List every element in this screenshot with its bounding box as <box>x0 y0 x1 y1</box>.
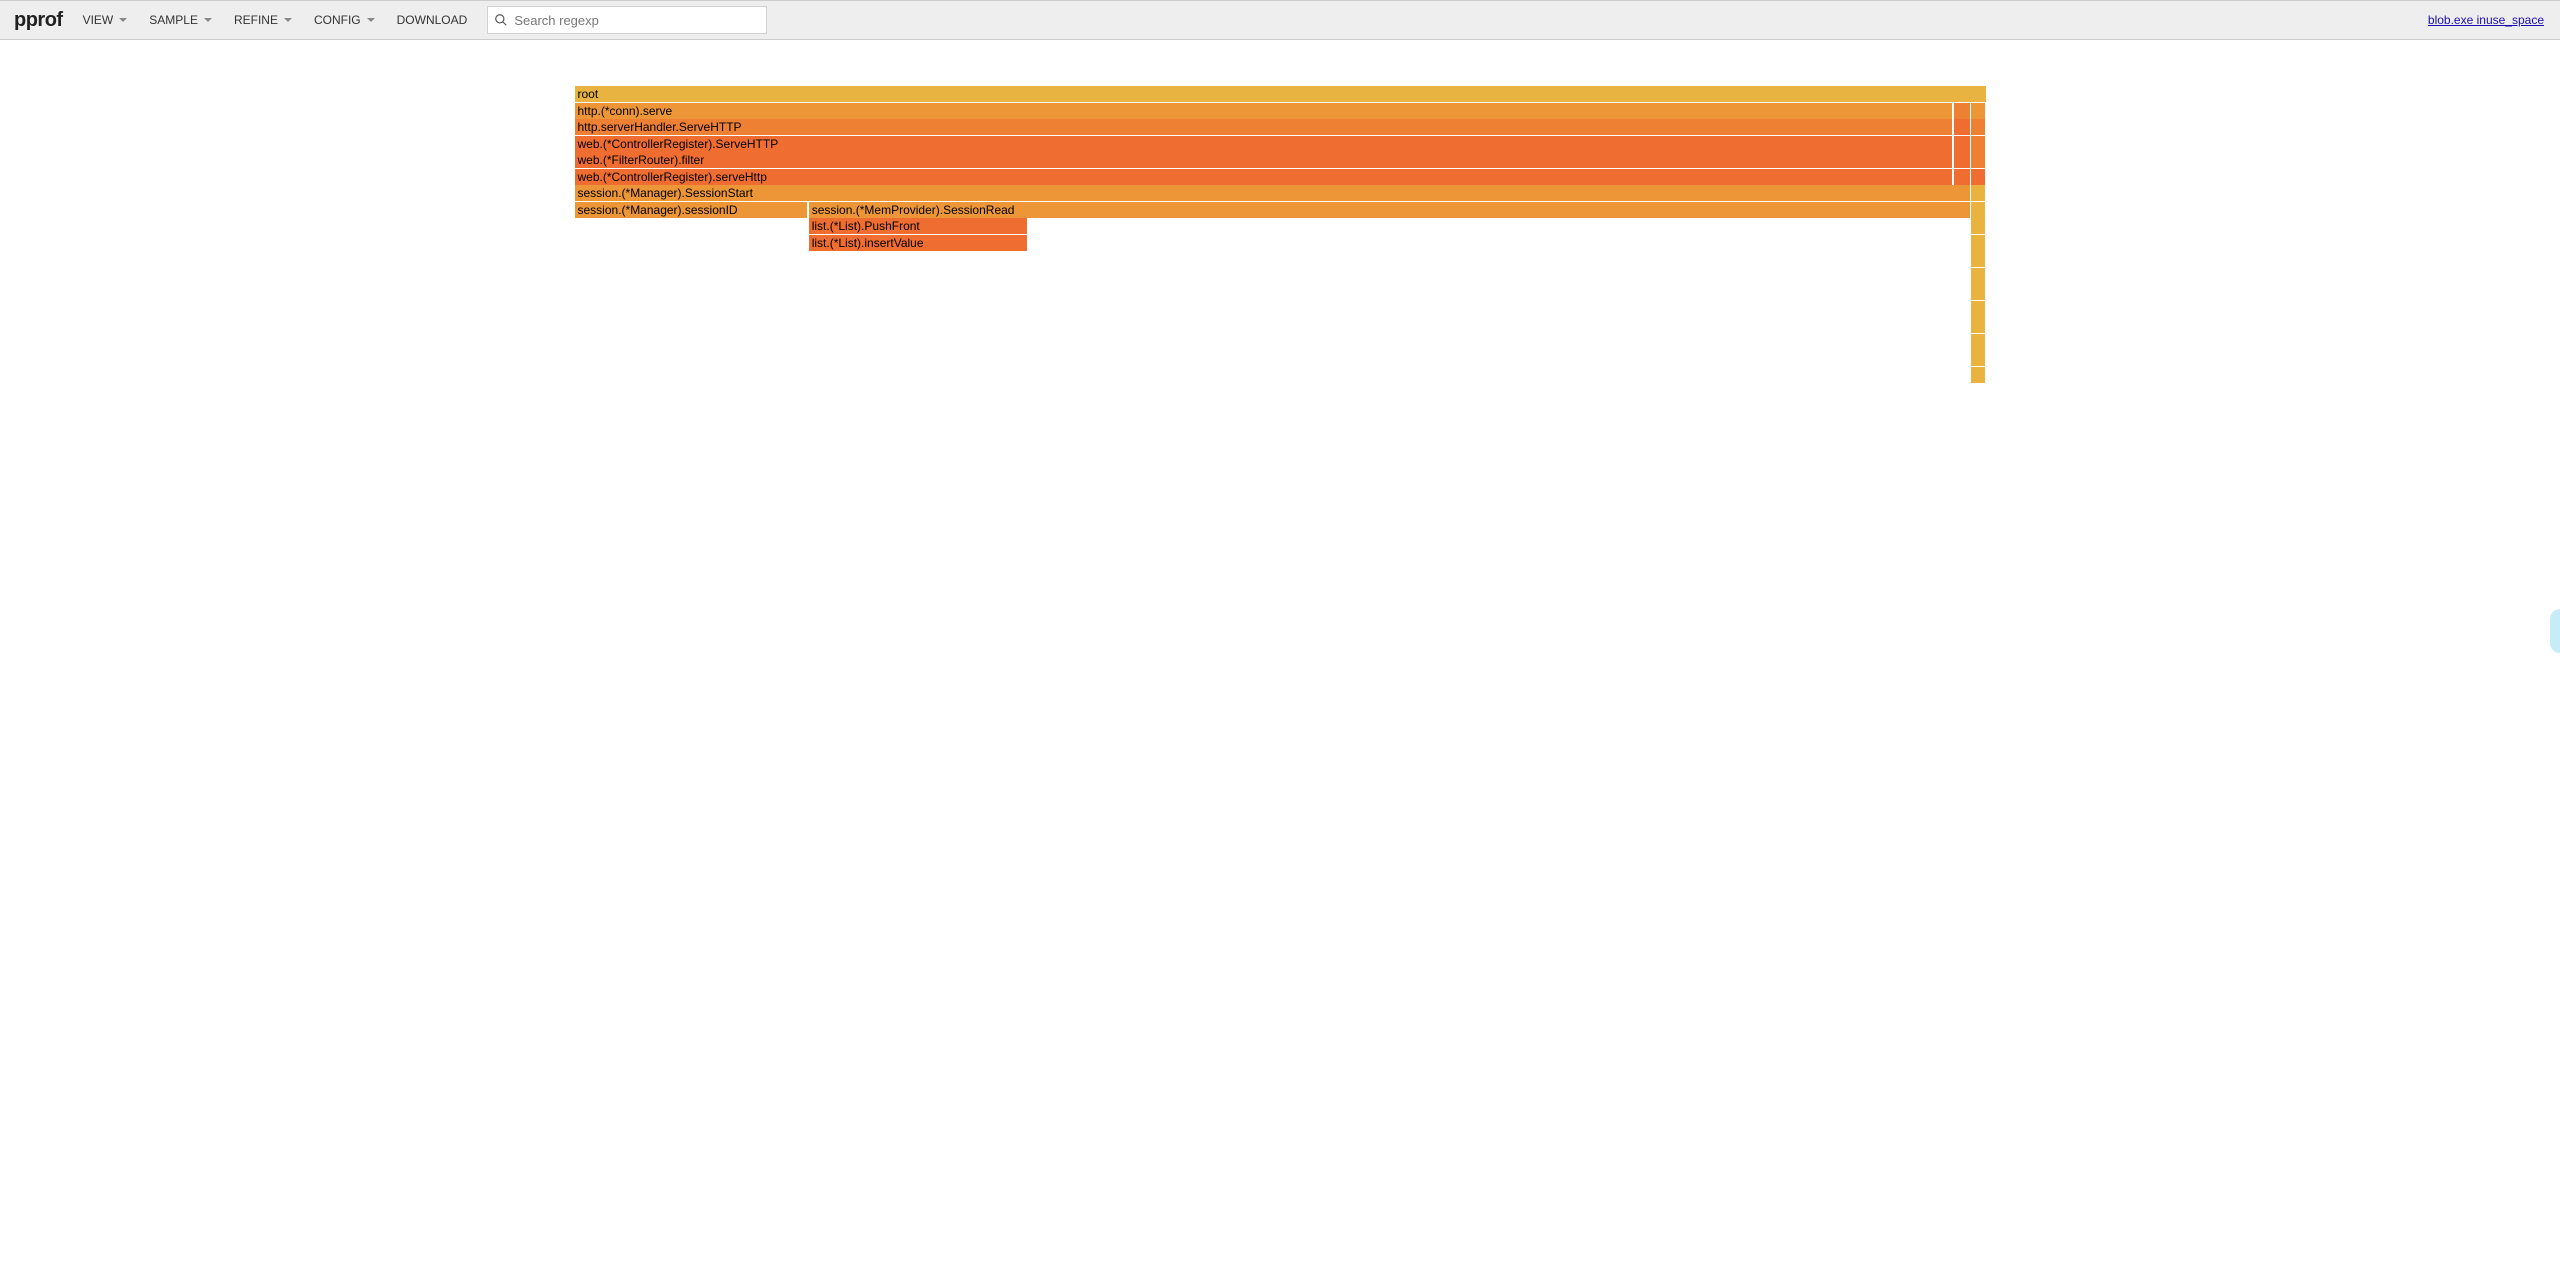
flame-frame[interactable] <box>1971 202 1985 218</box>
search-input[interactable] <box>514 13 760 28</box>
flame-frame[interactable]: http.serverHandler.ServeHTTP <box>575 119 1953 135</box>
flame-row: session.(*Manager).SessionStart <box>575 185 1986 201</box>
flame-frame[interactable] <box>1954 119 1970 135</box>
menu-item-label: SAMPLE <box>149 13 198 27</box>
flame-frame[interactable] <box>1954 169 1970 185</box>
menu-item-label: VIEW <box>83 13 114 27</box>
flame-row: http.serverHandler.ServeHTTP <box>575 119 1986 135</box>
menu-item-view[interactable]: VIEW <box>73 7 138 33</box>
flame-frame[interactable] <box>1971 136 1985 152</box>
flame-frame-label: web.(*ControllerRegister).serveHttp <box>578 170 767 184</box>
flame-frame[interactable] <box>1971 367 1985 383</box>
flame-frame-label: list.(*List).insertValue <box>812 236 924 250</box>
flame-row <box>575 251 1986 267</box>
flame-frame[interactable] <box>1954 103 1970 119</box>
flame-frame[interactable]: session.(*MemProvider).SessionRead <box>809 202 1970 218</box>
flame-frame[interactable] <box>1971 251 1985 267</box>
flame-frame[interactable] <box>1971 268 1985 284</box>
scroll-hint <box>2550 609 2560 653</box>
menu-item-label: CONFIG <box>314 13 361 27</box>
flame-frame[interactable] <box>1971 152 1985 168</box>
flame-frame-label: session.(*Manager).SessionStart <box>578 186 753 200</box>
flame-row <box>575 334 1986 350</box>
flame-frame[interactable] <box>1971 218 1985 234</box>
flame-row: session.(*Manager).sessionID session.(*Me… <box>575 202 1986 218</box>
flame-row: root <box>575 86 1986 102</box>
flame-frame[interactable]: session.(*Manager).SessionStart <box>575 185 1970 201</box>
flame-row: list.(*List).PushFront <box>575 218 1986 234</box>
flame-row <box>575 268 1986 284</box>
chevron-down-icon <box>367 18 375 22</box>
flame-frame-label: root <box>578 87 599 101</box>
flame-row <box>575 301 1986 317</box>
flame-frame[interactable] <box>1971 119 1985 135</box>
flame-frame-label: session.(*Manager).sessionID <box>578 203 738 217</box>
flame-frame[interactable] <box>1971 301 1985 317</box>
search-box[interactable] <box>487 6 767 34</box>
flame-row: list.(*List).insertValue <box>575 235 1986 251</box>
flame-frame[interactable] <box>1971 284 1985 300</box>
flame-row: http.(*conn).serve <box>575 103 1986 119</box>
menu-item-label: DOWNLOAD <box>397 13 468 27</box>
menu-item-sample[interactable]: SAMPLE <box>139 7 222 33</box>
flame-frame[interactable]: web.(*ControllerRegister).serveHttp <box>575 169 1953 185</box>
flame-frame[interactable]: web.(*ControllerRegister).ServeHTTP <box>575 136 1953 152</box>
flame-frame[interactable]: web.(*FilterRouter).filter <box>575 152 1953 168</box>
flame-frame[interactable] <box>1971 169 1985 185</box>
chevron-down-icon <box>204 18 212 22</box>
flame-frame-label: http.serverHandler.ServeHTTP <box>578 120 742 134</box>
flame-frame-label: web.(*FilterRouter).filter <box>578 153 705 167</box>
flame-frame[interactable] <box>1971 185 1985 201</box>
menu-item-download[interactable]: DOWNLOAD <box>387 7 478 33</box>
flame-frame[interactable]: root <box>575 86 1986 102</box>
flame-frame-label: web.(*ControllerRegister).ServeHTTP <box>578 137 779 151</box>
flame-frame[interactable]: list.(*List).insertValue <box>809 235 1028 251</box>
menu-bar: VIEW SAMPLE REFINE CONFIG DOWNLOAD <box>73 7 478 33</box>
flamegraph: root http.(*conn).serve http.serverHandler… <box>575 86 1986 383</box>
flame-row <box>575 367 1986 383</box>
header-bar: pprof VIEW SAMPLE REFINE CONFIG DOWNLOAD blo… <box>0 0 2560 40</box>
flame-frame-label: session.(*MemProvider).SessionRead <box>812 203 1015 217</box>
menu-item-config[interactable]: CONFIG <box>304 7 385 33</box>
flame-frame[interactable] <box>1971 334 1985 350</box>
profile-name-link[interactable]: blob.exe inuse_space <box>2422 13 2550 27</box>
flame-frame[interactable] <box>1971 317 1985 333</box>
flame-frame[interactable] <box>1971 235 1985 251</box>
flame-row <box>575 284 1986 300</box>
flame-frame[interactable]: session.(*Manager).sessionID <box>575 202 807 218</box>
search-icon <box>494 13 508 27</box>
flame-frame[interactable] <box>1954 136 1970 152</box>
flame-frame[interactable]: http.(*conn).serve <box>575 103 1953 119</box>
flame-row <box>575 350 1986 366</box>
flame-row <box>575 317 1986 333</box>
chevron-down-icon <box>284 18 292 22</box>
flame-row: web.(*ControllerRegister).serveHttp <box>575 169 1986 185</box>
flame-row: web.(*ControllerRegister).ServeHTTP <box>575 136 1986 152</box>
flame-frame[interactable] <box>1971 103 1985 119</box>
flame-frame-label: http.(*conn).serve <box>578 104 673 118</box>
menu-item-refine[interactable]: REFINE <box>224 7 302 33</box>
pprof-logo: pprof <box>10 9 73 32</box>
flame-frame[interactable] <box>1971 350 1985 366</box>
flame-frame-label: list.(*List).PushFront <box>812 219 920 233</box>
flame-frame[interactable] <box>1954 152 1970 168</box>
menu-item-label: REFINE <box>234 13 278 27</box>
flame-frame[interactable]: list.(*List).PushFront <box>809 218 1028 234</box>
chevron-down-icon <box>119 18 127 22</box>
flame-row: web.(*FilterRouter).filter <box>575 152 1986 168</box>
